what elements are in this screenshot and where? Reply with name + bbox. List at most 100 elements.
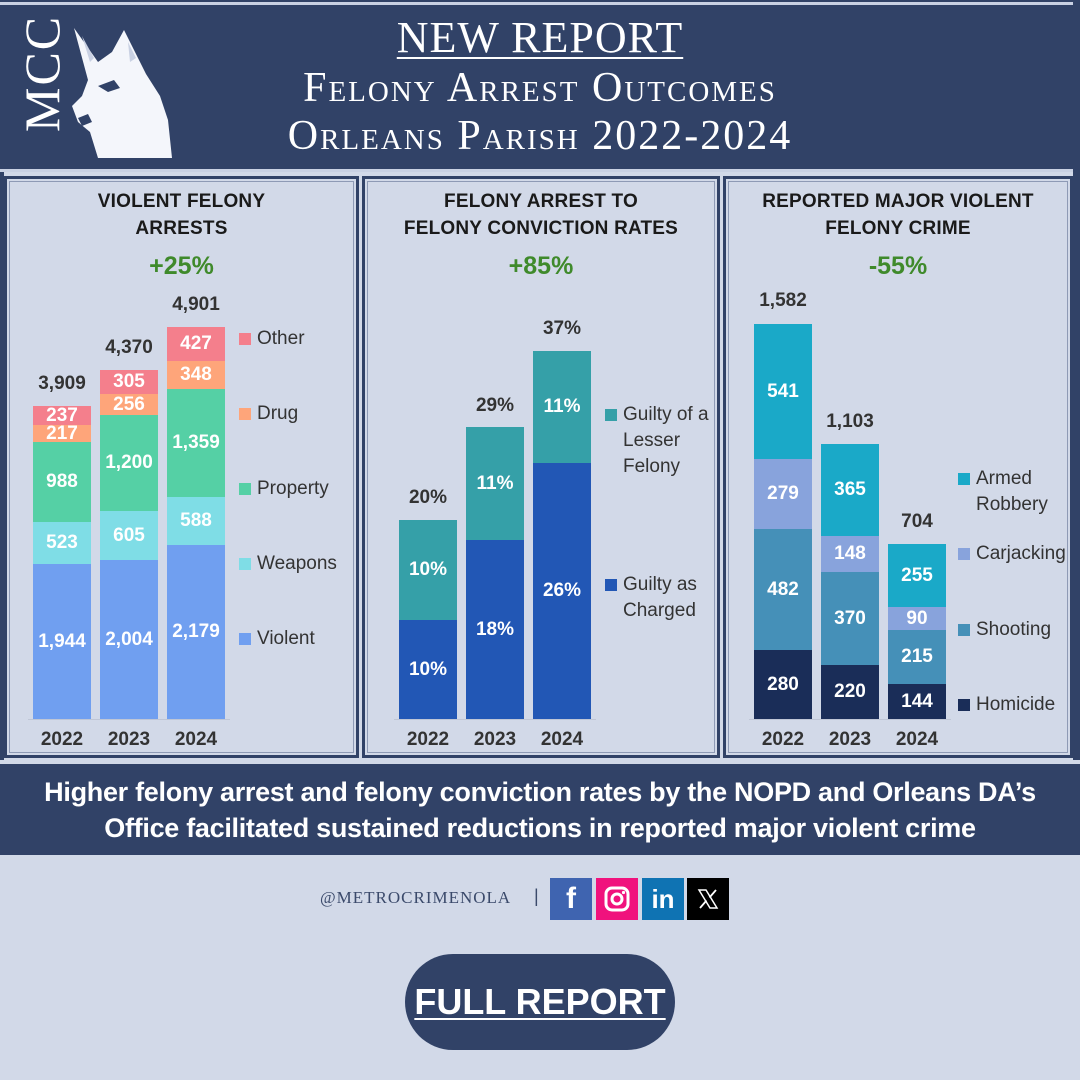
bar-total: 29% [475, 395, 515, 416]
legend-label: Guilty as Charged [623, 572, 697, 624]
legend-label-line: Guilty as [623, 574, 697, 595]
x-tick-label: 2023 [107, 729, 151, 750]
legend-item-carjacking: Carjacking [958, 541, 1066, 567]
legend-label-line: Lesser [623, 430, 681, 451]
header-bottom-rule [0, 169, 1073, 172]
panel-title-line: REPORTED MAJOR VIOLENT [762, 191, 1034, 212]
bar-total: 37% [542, 318, 582, 339]
legend-swatch [958, 624, 970, 636]
legend-item-homicide: Homicide [958, 692, 1055, 718]
bar-segment-guilty-as-charged: 26% [533, 463, 591, 719]
bar-segment-property: 1,200 [100, 415, 158, 511]
report-title: Felony Arrest Outcomes [303, 65, 777, 111]
legend-item-guilty-as-charged: Guilty as Charged [605, 572, 697, 624]
social-handle[interactable]: @METROCRIMENOLA [320, 888, 512, 907]
bar-segment-drug: 348 [167, 361, 225, 389]
legend-label: Property [257, 478, 329, 499]
panel-title-line: VIOLENT FELONY [97, 191, 266, 212]
change-badge: -55% [868, 252, 928, 280]
x-axis-line [394, 719, 596, 720]
linkedin-icon[interactable]: in [642, 878, 684, 920]
legend-swatch [239, 558, 251, 570]
bar-segment-carjacking: 279 [754, 459, 812, 529]
panel-title-line: FELONY ARREST TO [444, 191, 638, 212]
bar-segment-lesser-felony: 11% [533, 351, 591, 463]
legend-label-line: Robbery [976, 494, 1048, 515]
x-tick-label: 2024 [174, 729, 218, 750]
bar-segment-homicide: 280 [754, 650, 812, 719]
x-tick-label: 2023 [473, 729, 517, 750]
instagram-icon[interactable] [596, 878, 638, 920]
summary-line: Higher felony arrest and felony convicti… [44, 777, 1036, 807]
bar-segment-carjacking: 148 [821, 536, 879, 572]
bar-segment-homicide: 144 [888, 684, 946, 719]
bar-segment-drug: 256 [100, 394, 158, 415]
x-tick-label: 2024 [895, 729, 939, 750]
legend-item-other: Other [239, 326, 305, 352]
legend-item-weapons: Weapons [239, 551, 337, 577]
legend-label: Carjacking [976, 543, 1066, 564]
bar-total: 1,582 [759, 290, 807, 311]
bar-segment-lesser-felony: 11% [466, 427, 524, 540]
x-glyph [697, 889, 719, 909]
legend-label: Guilty of a Lesser Felony [623, 402, 709, 480]
panel-title-line: FELONY CONVICTION RATES [403, 218, 679, 239]
x-icon[interactable] [687, 878, 729, 920]
bar-total: 3,909 [38, 373, 86, 394]
legend-label-line: Guilty of a [623, 404, 709, 425]
legend-swatch [239, 333, 251, 345]
full-report-button[interactable]: FULL REPORT [405, 954, 675, 1050]
legend-swatch [239, 633, 251, 645]
x-axis-line [749, 719, 951, 720]
x-tick-label: 2022 [406, 729, 450, 750]
legend-swatch [958, 699, 970, 711]
title-block: NEW REPORT Felony Arrest Outcomes Orlean… [180, 12, 900, 160]
left-border [0, 172, 4, 760]
bar-total: 4,901 [172, 294, 220, 315]
bar-segment-property: 988 [33, 442, 91, 522]
legend-label-line: Felony [623, 456, 681, 477]
panel-title: FELONY ARREST TO FELONY CONVICTION RATES [365, 188, 717, 242]
legend-swatch [239, 483, 251, 495]
x-tick-label: 2022 [761, 729, 805, 750]
facebook-icon[interactable]: f [550, 878, 592, 920]
legend-label: Other [257, 328, 305, 349]
bar-total: 20% [408, 487, 448, 508]
bar-segment-violent: 1,944 [33, 564, 91, 719]
panel-title: REPORTED MAJOR VIOLENT FELONY CRIME [726, 188, 1070, 242]
legend-item-armed-robbery: Armed Robbery [958, 466, 1048, 518]
legend-swatch [958, 473, 970, 485]
bar-segment-weapons: 588 [167, 497, 225, 545]
report-subtitle: Orleans Parish 2022-2024 [287, 113, 793, 159]
legend-label: Shooting [976, 619, 1052, 640]
panel-title-line: ARRESTS [135, 218, 228, 239]
panel-title-line: FELONY CRIME [825, 218, 971, 239]
bar-segment-guilty-as-charged: 10% [399, 620, 457, 719]
bar-segment-violent: 2,179 [167, 545, 225, 719]
bar-segment-carjacking: 90 [888, 607, 946, 630]
bar-segment-shooting: 370 [821, 572, 879, 665]
change-badge: +25% [149, 252, 214, 280]
legend-item-shooting: Shooting [958, 617, 1051, 643]
separator: | [534, 886, 539, 906]
legend-item-property: Property [239, 476, 329, 502]
legend-item-drug: Drug [239, 401, 298, 427]
x-tick-label: 2023 [828, 729, 872, 750]
legend-item-lesser-felony: Guilty of a Lesser Felony [605, 402, 709, 480]
panel-title: VIOLENT FELONY ARRESTS [7, 188, 356, 242]
bar-segment-violent: 2,004 [100, 560, 158, 719]
legend-swatch [958, 548, 970, 560]
change-badge: +85% [508, 252, 574, 280]
bar-segment-other: 427 [167, 327, 225, 361]
x-axis-line [28, 719, 230, 720]
bar-segment-other: 237 [33, 405, 91, 426]
legend-item-violent: Violent [239, 626, 315, 652]
social-row: @METROCRIMENOLA | f in [0, 874, 1080, 922]
bar-segment-armed-robbery: 541 [754, 324, 812, 459]
legend-swatch [239, 408, 251, 420]
bar-segment-homicide: 220 [821, 665, 879, 719]
legend-swatch [605, 409, 617, 421]
mcc-logo[interactable]: MCC [8, 15, 174, 160]
x-tick-label: 2024 [540, 729, 584, 750]
bar-segment-armed-robbery: 365 [821, 444, 879, 536]
